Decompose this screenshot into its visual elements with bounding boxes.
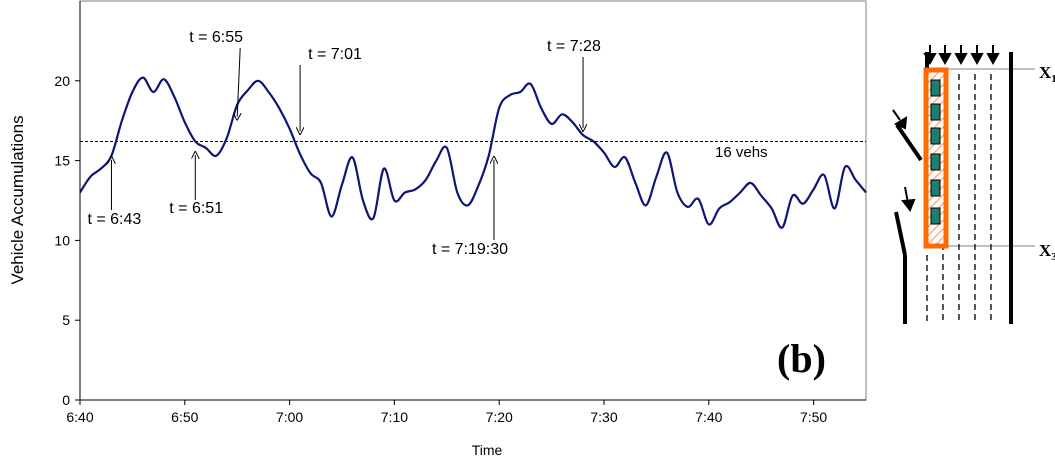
vehicle bbox=[930, 207, 941, 225]
annotation: t = 7:19:30 bbox=[432, 160, 508, 258]
x-tick-label: 7:20 bbox=[486, 409, 513, 425]
entry-arrows bbox=[923, 45, 1000, 66]
annotation-label: t = 6:51 bbox=[169, 200, 223, 217]
vehicles bbox=[930, 79, 941, 225]
reference-line-label: 16 vehs bbox=[715, 144, 768, 161]
ramp-arrow-lower bbox=[901, 186, 916, 212]
y-tick-label: 10 bbox=[54, 232, 70, 248]
vehicle bbox=[930, 179, 941, 197]
annotation: t = 7:01 bbox=[300, 46, 362, 131]
annotations: t = 6:43 t = 6:51 t = 6:55 t = 7:01 t = 7:19… bbox=[87, 29, 601, 258]
annotation-label: t = 7:28 bbox=[547, 38, 601, 55]
vehicle bbox=[930, 153, 941, 171]
x-axis-label: Time bbox=[472, 442, 503, 458]
annotation: t = 6:55 bbox=[189, 29, 243, 117]
road-schematic: X1 X3 bbox=[892, 45, 1055, 324]
x-tick-label: 6:50 bbox=[171, 409, 198, 425]
annotation-arrow bbox=[237, 47, 240, 117]
y-tick-label: 15 bbox=[54, 153, 70, 169]
annotation-label: t = 7:19:30 bbox=[432, 241, 508, 258]
x-tick-label: 7:40 bbox=[695, 409, 722, 425]
plot-area bbox=[79, 0, 867, 401]
vehicle bbox=[930, 127, 941, 145]
vehicle bbox=[930, 103, 941, 121]
y-tick-label: 5 bbox=[62, 312, 70, 328]
annotation-label: t = 6:55 bbox=[189, 29, 243, 46]
x-tick-label: 6:40 bbox=[66, 409, 93, 425]
x-tick-label: 7:10 bbox=[381, 409, 408, 425]
on-ramp-upper bbox=[895, 123, 923, 162]
x-tick-label: 7:50 bbox=[800, 409, 827, 425]
x-tick-label: 7:30 bbox=[590, 409, 617, 425]
y-axis-label: Vehicle Accumulations bbox=[8, 115, 27, 284]
label-x3: X3 bbox=[1039, 241, 1055, 263]
y-tick-label: 20 bbox=[54, 73, 70, 89]
off-ramp-lower bbox=[894, 211, 907, 256]
annotation-label: t = 6:43 bbox=[87, 211, 141, 228]
annotation-label: t = 7:01 bbox=[308, 46, 362, 63]
label-x1: X1 bbox=[1039, 63, 1055, 85]
series-line-accumulations bbox=[79, 76, 867, 229]
y-axis-ticks: 0 5 10 15 20 bbox=[54, 73, 80, 408]
annotation: t = 6:43 bbox=[87, 160, 141, 228]
panel-label: (b) bbox=[777, 336, 826, 381]
y-tick-label: 0 bbox=[62, 392, 70, 408]
annotation: t = 6:51 bbox=[169, 155, 223, 217]
x-tick-label: 7:00 bbox=[276, 409, 303, 425]
annotation: t = 7:28 bbox=[547, 38, 601, 128]
ramp-arrow-upper bbox=[892, 109, 908, 130]
vehicle bbox=[930, 79, 941, 97]
x-axis-ticks: 6:40 6:50 7:00 7:10 7:20 7:30 7:40 7:50 bbox=[66, 400, 827, 425]
